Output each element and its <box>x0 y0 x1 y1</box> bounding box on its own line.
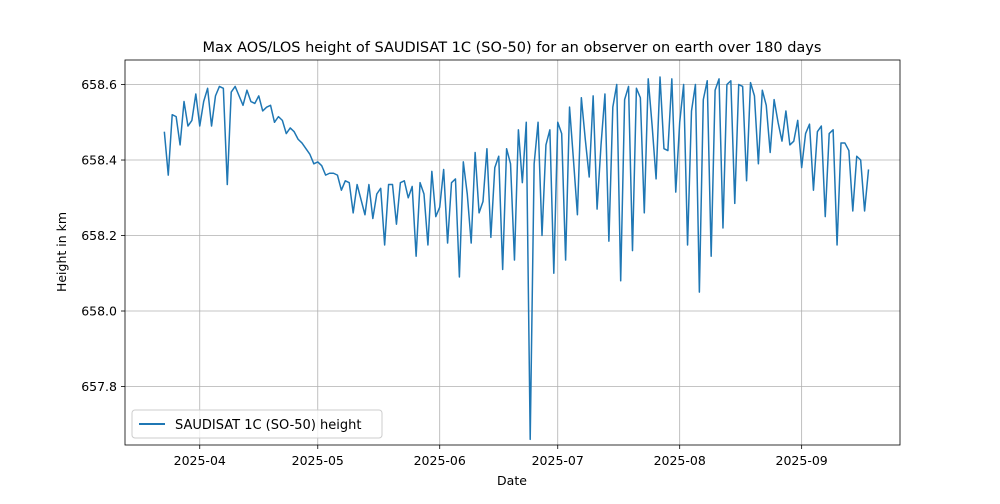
x-axis: 2025-04 2025-05 2025-06 2025-07 2025-08 2025-… <box>174 445 828 468</box>
y-tick-label: 658.4 <box>81 153 117 168</box>
x-axis-label: Date <box>497 473 527 488</box>
x-tick-label: 2025-04 <box>174 453 226 468</box>
legend-label: SAUDISAT 1C (SO-50) height <box>175 418 361 433</box>
plot-frame <box>124 59 901 446</box>
y-tick-label: 657.8 <box>81 379 117 394</box>
series-line-0 <box>163 76 870 441</box>
y-axis: 657.8 658.0 658.2 658.4 658.6 <box>81 77 125 394</box>
x-tick-label: 2025-08 <box>654 453 706 468</box>
legend-box <box>131 409 383 439</box>
y-axis-label: Height in km <box>54 212 69 292</box>
x-tick-label: 2025-05 <box>292 453 344 468</box>
series-layer <box>163 76 870 441</box>
y-tick-label: 658.2 <box>81 228 117 243</box>
chart-title: Max AOS/LOS height of SAUDISAT 1C (SO-50… <box>203 40 822 56</box>
x-tick-label: 2025-09 <box>776 453 828 468</box>
y-tick-label: 658.6 <box>81 77 117 92</box>
x-tick-label: 2025-06 <box>414 453 466 468</box>
legend: SAUDISAT 1C (SO-50) height <box>131 409 383 439</box>
y-tick-label: 658.0 <box>81 304 117 319</box>
grid <box>125 60 900 445</box>
x-tick-label: 2025-07 <box>532 453 584 468</box>
